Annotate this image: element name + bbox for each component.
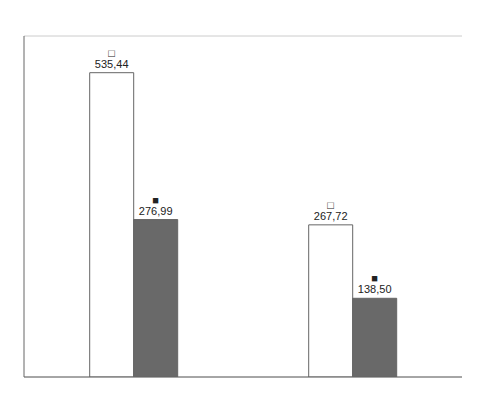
svg-text:□267,72: □267,72 <box>314 199 348 222</box>
svg-text:■276,99: ■276,99 <box>139 194 173 217</box>
svg-text:□535,44: □535,44 <box>95 47 129 70</box>
svg-text:■138,50: ■138,50 <box>358 272 392 295</box>
